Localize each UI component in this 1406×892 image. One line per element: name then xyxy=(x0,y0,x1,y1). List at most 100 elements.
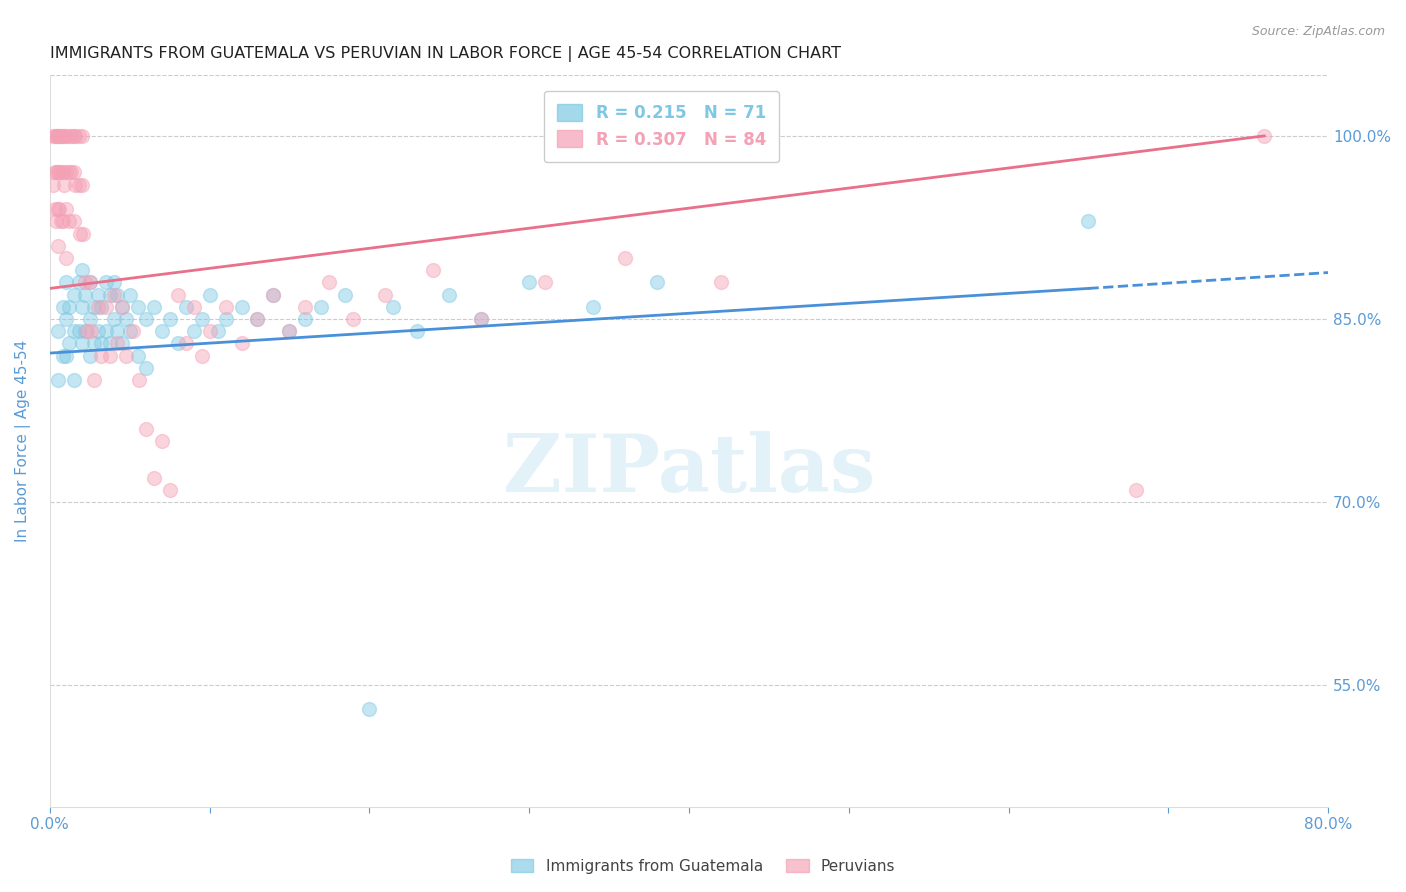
Point xyxy=(94,300,117,314)
Point xyxy=(55,202,77,216)
Point xyxy=(55,275,77,289)
Point xyxy=(645,275,668,289)
Point xyxy=(70,128,93,143)
Point xyxy=(470,312,492,326)
Point xyxy=(46,165,69,179)
Point xyxy=(198,287,221,301)
Point xyxy=(103,287,125,301)
Point xyxy=(44,128,66,143)
Point xyxy=(58,336,80,351)
Point xyxy=(174,300,197,314)
Point xyxy=(1077,214,1099,228)
Legend: R = 0.215   N = 71, R = 0.307   N = 84: R = 0.215 N = 71, R = 0.307 N = 84 xyxy=(544,91,779,161)
Point xyxy=(318,275,340,289)
Point xyxy=(67,128,90,143)
Point xyxy=(55,349,77,363)
Point xyxy=(142,470,165,484)
Point xyxy=(45,128,67,143)
Point xyxy=(62,324,84,338)
Point xyxy=(83,300,105,314)
Point xyxy=(46,202,69,216)
Point xyxy=(118,287,141,301)
Point xyxy=(79,349,101,363)
Point xyxy=(45,165,67,179)
Point xyxy=(159,312,181,326)
Point xyxy=(44,202,66,216)
Point xyxy=(65,178,87,192)
Point xyxy=(710,275,733,289)
Point xyxy=(94,324,117,338)
Point xyxy=(55,251,77,265)
Legend: Immigrants from Guatemala, Peruvians: Immigrants from Guatemala, Peruvians xyxy=(505,853,901,880)
Point xyxy=(49,128,72,143)
Point xyxy=(42,128,65,143)
Point xyxy=(48,202,70,216)
Point xyxy=(51,300,73,314)
Point xyxy=(76,324,98,338)
Text: IMMIGRANTS FROM GUATEMALA VS PERUVIAN IN LABOR FORCE | AGE 45-54 CORRELATION CHA: IMMIGRANTS FROM GUATEMALA VS PERUVIAN IN… xyxy=(49,46,841,62)
Point xyxy=(62,373,84,387)
Point xyxy=(207,324,229,338)
Point xyxy=(127,349,149,363)
Text: Source: ZipAtlas.com: Source: ZipAtlas.com xyxy=(1251,25,1385,38)
Point xyxy=(46,128,69,143)
Point xyxy=(62,214,84,228)
Point xyxy=(335,287,357,301)
Point xyxy=(58,214,80,228)
Point xyxy=(517,275,540,289)
Point xyxy=(86,324,108,338)
Point xyxy=(190,349,212,363)
Point xyxy=(103,312,125,326)
Point xyxy=(73,324,96,338)
Point xyxy=(70,336,93,351)
Point xyxy=(79,275,101,289)
Point xyxy=(382,300,405,314)
Point xyxy=(105,336,128,351)
Y-axis label: In Labor Force | Age 45-54: In Labor Force | Age 45-54 xyxy=(15,340,31,542)
Point xyxy=(142,300,165,314)
Point xyxy=(311,300,333,314)
Point xyxy=(53,128,76,143)
Point xyxy=(105,287,128,301)
Point xyxy=(59,165,82,179)
Point xyxy=(46,373,69,387)
Point xyxy=(70,178,93,192)
Point xyxy=(103,275,125,289)
Point xyxy=(422,263,444,277)
Point xyxy=(58,128,80,143)
Point xyxy=(190,312,212,326)
Point xyxy=(263,287,285,301)
Point xyxy=(51,128,73,143)
Point xyxy=(614,251,637,265)
Point xyxy=(46,128,69,143)
Point xyxy=(294,300,316,314)
Point xyxy=(121,324,143,338)
Point xyxy=(51,165,73,179)
Point xyxy=(42,178,65,192)
Point xyxy=(72,227,94,241)
Point xyxy=(100,349,122,363)
Point xyxy=(65,128,87,143)
Point xyxy=(128,373,150,387)
Point xyxy=(73,287,96,301)
Point xyxy=(49,214,72,228)
Point xyxy=(83,336,105,351)
Point xyxy=(62,165,84,179)
Point xyxy=(534,275,557,289)
Point xyxy=(44,165,66,179)
Point xyxy=(79,312,101,326)
Point xyxy=(70,300,93,314)
Point xyxy=(406,324,429,338)
Point xyxy=(159,483,181,497)
Point xyxy=(79,275,101,289)
Point xyxy=(55,312,77,326)
Point xyxy=(86,287,108,301)
Point xyxy=(111,336,134,351)
Point xyxy=(342,312,364,326)
Point xyxy=(46,238,69,252)
Point xyxy=(48,128,70,143)
Point xyxy=(231,336,253,351)
Point xyxy=(582,300,605,314)
Point xyxy=(127,300,149,314)
Point xyxy=(62,287,84,301)
